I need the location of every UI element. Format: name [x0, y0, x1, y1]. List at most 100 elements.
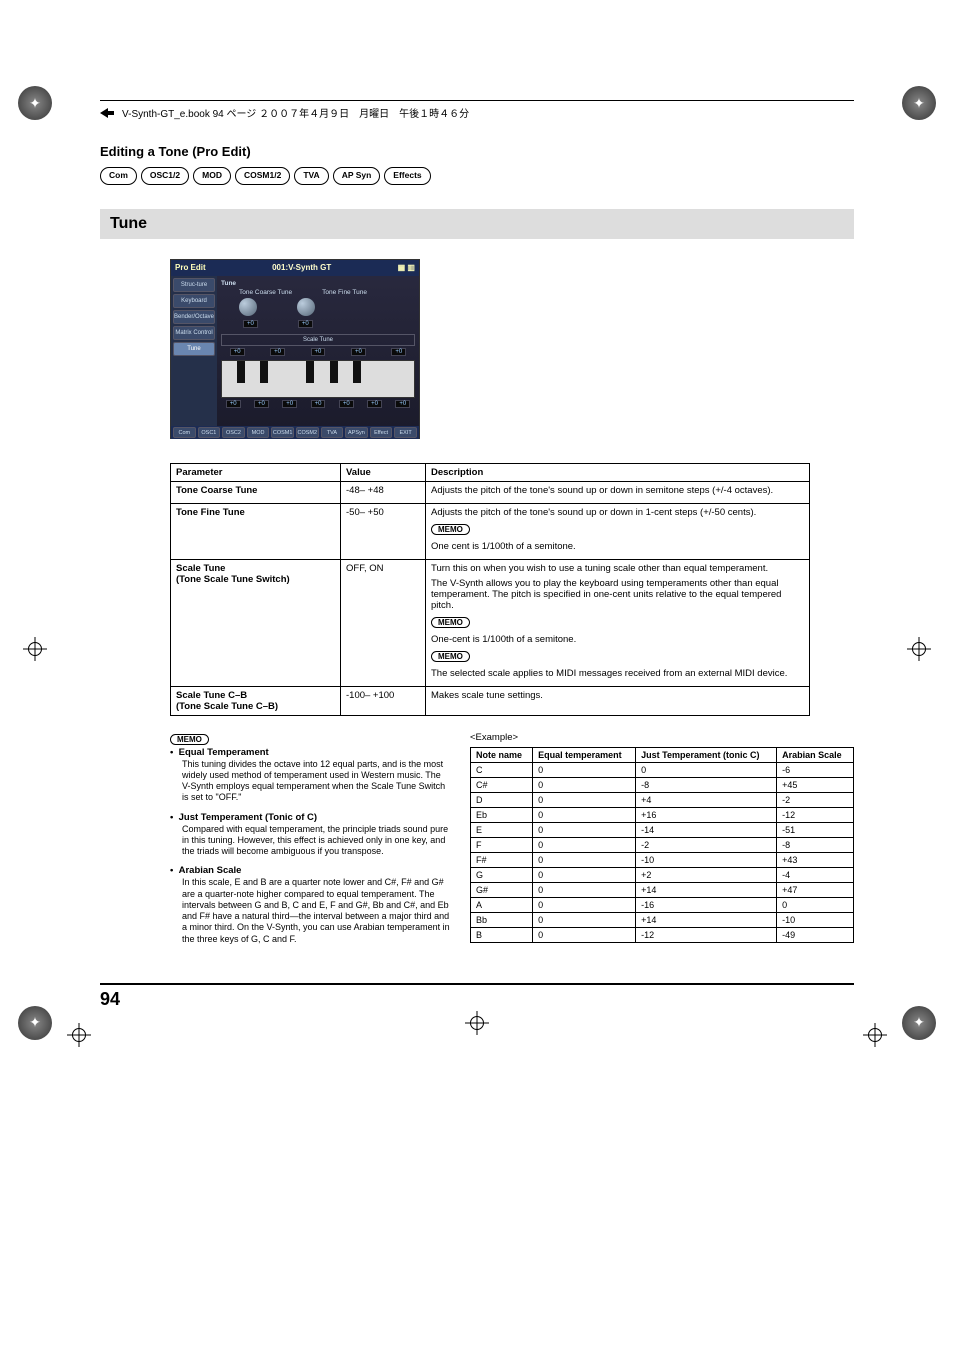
- screenshot-main: Tune Tone Coarse Tune Tone Fine Tune +0 …: [217, 276, 419, 426]
- section-title: Editing a Tone (Pro Edit): [100, 144, 854, 159]
- screenshot-bottom-tab: COSM2: [296, 427, 319, 438]
- nav-tab-cosm12: COSM1/2: [235, 167, 290, 185]
- example-cell: 0: [533, 792, 636, 807]
- example-row: C00-6: [471, 762, 854, 777]
- scale-value: +0: [391, 348, 406, 356]
- example-cell: Eb: [471, 807, 533, 822]
- screenshot-bottom-tab: TVA: [321, 427, 344, 438]
- temperament-notes: MEMO • Equal TemperamentThis tuning divi…: [170, 732, 450, 953]
- param-desc-text: Turn this on when you wish to use a tuni…: [431, 563, 804, 574]
- screenshot-sidebar-item: Struc-ture: [173, 278, 215, 292]
- example-cell: C#: [471, 777, 533, 792]
- scale-value: +0: [282, 400, 297, 408]
- ex-header-3: Arabian Scale: [777, 747, 854, 762]
- example-cell: 0: [533, 837, 636, 852]
- example-cell: +43: [777, 852, 854, 867]
- piano-keys: [221, 360, 415, 398]
- book-header: V-Synth-GT_e.book 94 ページ ２００７年４月９日 月曜日 午…: [100, 100, 854, 120]
- memo-badge: MEMO: [431, 617, 470, 628]
- screenshot-bottom-tab: Effect: [370, 427, 393, 438]
- example-cell: -8: [777, 837, 854, 852]
- example-cell: -12: [777, 807, 854, 822]
- temperament-body: This tuning divides the octave into 12 e…: [182, 759, 450, 804]
- device-screenshot: Pro Edit 001:V-Synth GT ▦ ▥ Struc-tureKe…: [170, 259, 420, 439]
- example-cell: 0: [533, 897, 636, 912]
- example-cell: Bb: [471, 912, 533, 927]
- nav-tab-osc12: OSC1/2: [141, 167, 189, 185]
- reg-mark-top-right: [902, 86, 936, 120]
- param-desc-text: Adjusts the pitch of the tone's sound up…: [431, 485, 804, 496]
- example-row: C#0-8+45: [471, 777, 854, 792]
- example-row: Bb0+14-10: [471, 912, 854, 927]
- example-row: E0-14-51: [471, 822, 854, 837]
- param-desc-text: One cent is 1/100th of a semitone.: [431, 541, 804, 552]
- example-cell: 0: [533, 777, 636, 792]
- example-cell: -2: [636, 837, 777, 852]
- temperament-title: • Equal Temperament: [170, 747, 450, 758]
- example-row: G0+2-4: [471, 867, 854, 882]
- param-name: Scale Tune(Tone Scale Tune Switch): [171, 559, 341, 686]
- temperament-title: • Arabian Scale: [170, 865, 450, 876]
- example-cell: 0: [533, 822, 636, 837]
- reg-cross-right: [910, 640, 928, 658]
- example-row: F#0-10+43: [471, 852, 854, 867]
- scale-value: +0: [395, 400, 410, 408]
- screenshot-sidebar-item: Keyboard: [173, 294, 215, 308]
- example-row: F0-2-8: [471, 837, 854, 852]
- screenshot-top-icons: ▦ ▥: [398, 263, 415, 272]
- param-description: Adjusts the pitch of the tone's sound up…: [426, 481, 810, 503]
- screenshot-bottom-tab: OSC1: [198, 427, 221, 438]
- param-value: OFF, ON: [341, 559, 426, 686]
- nav-tab-effects: Effects: [384, 167, 430, 185]
- parameter-table: Parameter Value Description Tone Coarse …: [170, 463, 810, 716]
- example-cell: +16: [636, 807, 777, 822]
- reg-mark-top-left: [18, 86, 52, 120]
- screenshot-bottom-tabs: ComOSC1OSC2MODCOSM1COSM2TVAAPSynEffectEX…: [171, 426, 419, 439]
- example-cell: G: [471, 867, 533, 882]
- param-desc-text: The selected scale applies to MIDI messa…: [431, 668, 804, 679]
- param-header-value: Value: [341, 463, 426, 481]
- temperament-item: • Arabian ScaleIn this scale, E and B ar…: [170, 865, 450, 945]
- example-cell: +2: [636, 867, 777, 882]
- param-desc-text: The V-Synth allows you to play the keybo…: [431, 578, 804, 611]
- nav-tab-apsyn: AP Syn: [333, 167, 381, 185]
- param-name: Tone Fine Tune: [171, 503, 341, 559]
- nav-tab-tva: TVA: [294, 167, 328, 185]
- param-description: Adjusts the pitch of the tone's sound up…: [426, 503, 810, 559]
- example-cell: B: [471, 927, 533, 942]
- example-cell: -10: [777, 912, 854, 927]
- param-row: Scale Tune C–B(Tone Scale Tune C–B)-100–…: [171, 686, 810, 715]
- param-header-description: Description: [426, 463, 810, 481]
- coarse-tune-knob: [239, 298, 257, 316]
- example-cell: 0: [533, 927, 636, 942]
- screenshot-bottom-tab: OSC2: [222, 427, 245, 438]
- param-desc-text: Adjusts the pitch of the tone's sound up…: [431, 507, 804, 518]
- scale-value: +0: [254, 400, 269, 408]
- nav-tab-com: Com: [100, 167, 137, 185]
- ex-header-2: Just Temperament (tonic C): [636, 747, 777, 762]
- example-cell: -12: [636, 927, 777, 942]
- example-cell: -10: [636, 852, 777, 867]
- example-cell: 0: [533, 762, 636, 777]
- example-cell: -51: [777, 822, 854, 837]
- example-cell: F: [471, 837, 533, 852]
- example-cell: -8: [636, 777, 777, 792]
- example-cell: -4: [777, 867, 854, 882]
- example-table: Note name Equal temperament Just Tempera…: [470, 747, 854, 943]
- param-name: Scale Tune C–B(Tone Scale Tune C–B): [171, 686, 341, 715]
- tune-heading: Tune: [100, 209, 854, 239]
- knob-value-1: +0: [298, 320, 313, 328]
- param-value: -100– +100: [341, 686, 426, 715]
- memo-badge: MEMO: [431, 524, 470, 535]
- example-cell: -2: [777, 792, 854, 807]
- example-cell: A: [471, 897, 533, 912]
- screenshot-bottom-tab: EXIT: [394, 427, 417, 438]
- temperament-title: • Just Temperament (Tonic of C): [170, 812, 450, 823]
- example-cell: -49: [777, 927, 854, 942]
- reg-cross-mid-left: [70, 1026, 88, 1044]
- example-cell: +4: [636, 792, 777, 807]
- param-description: Makes scale tune settings.: [426, 686, 810, 715]
- example-heading: <Example>: [470, 732, 854, 743]
- example-cell: F#: [471, 852, 533, 867]
- page-number: 94: [100, 989, 120, 1009]
